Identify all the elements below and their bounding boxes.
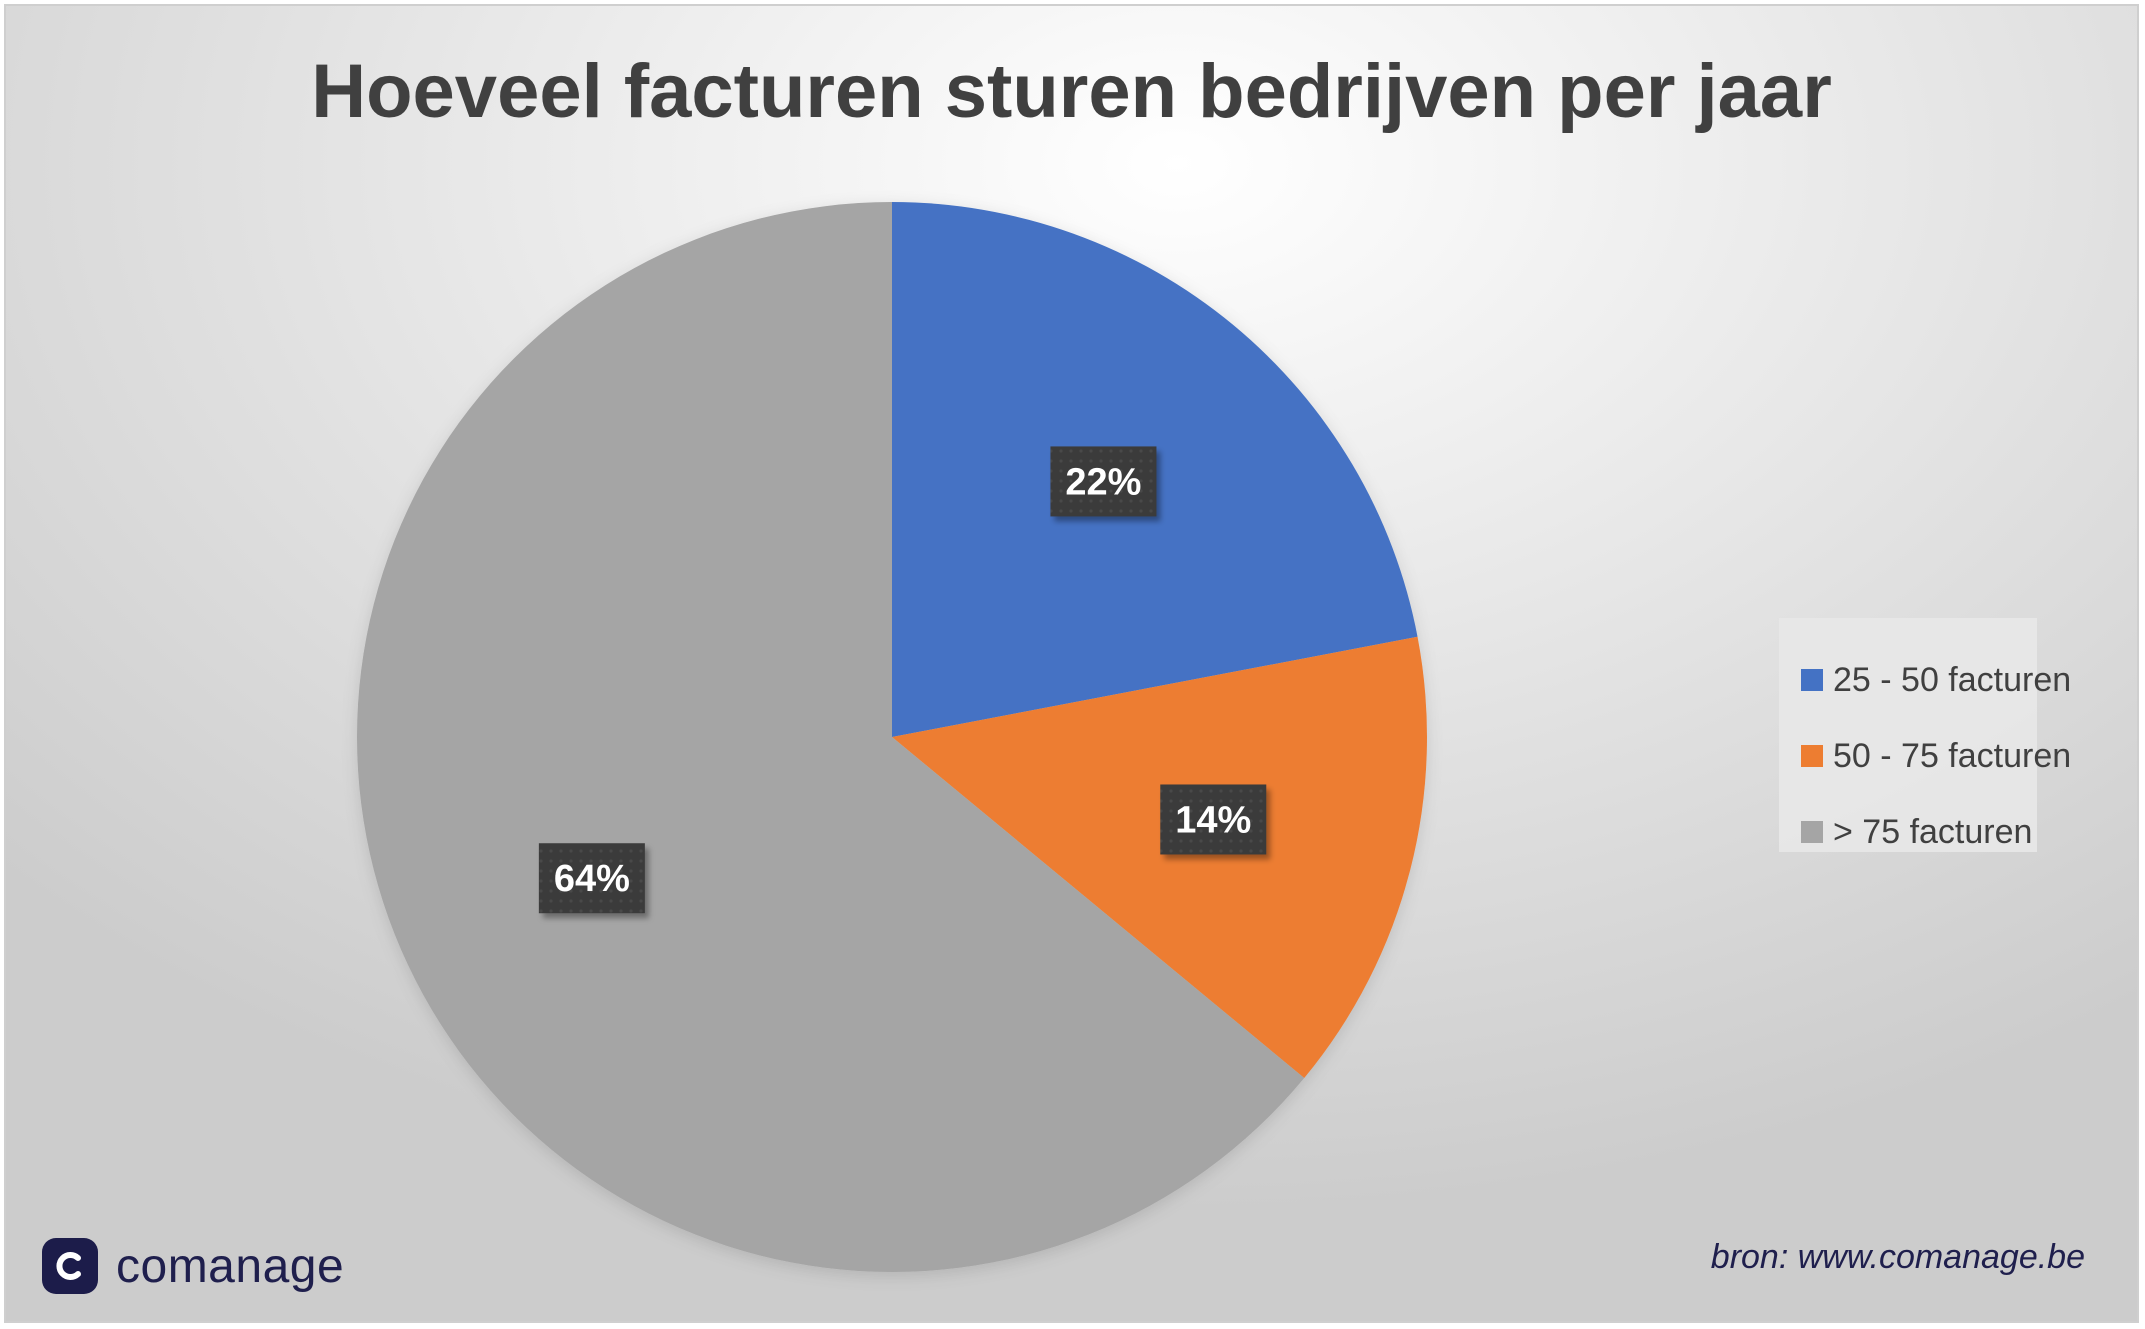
legend-label: 25 - 50 facturen — [1833, 660, 2072, 699]
brand-logo: comanage — [42, 1236, 344, 1296]
pie-slice-2 — [892, 636, 1427, 1079]
brand-name: comanage — [116, 1239, 345, 1293]
legend-item-25-50: 25 - 50 facturen — [1801, 660, 2071, 700]
data-label-text: 14% — [1175, 799, 1251, 841]
chart-title: Hoeveel facturen sturen bedrijven per ja… — [311, 49, 1832, 134]
legend-label: 50 - 75 facturen — [1833, 736, 2072, 775]
data-label-2: 14% — [1160, 784, 1267, 855]
data-label-3: 64% — [538, 843, 645, 914]
source-credit: bron: www.comanage.be — [1710, 1238, 2085, 1276]
legend-label: > 75 facturen — [1833, 812, 2033, 851]
data-label-box — [1050, 446, 1157, 517]
data-label-text: 22% — [1065, 461, 1141, 503]
legend-swatch-orange — [1801, 745, 1823, 767]
legend-item-75-plus: > 75 facturen — [1801, 812, 2032, 852]
legend-swatch-blue — [1801, 669, 1823, 691]
data-label-text: 64% — [554, 858, 630, 900]
legend-swatch-gray — [1801, 821, 1823, 843]
comanage-logo-icon — [42, 1238, 98, 1294]
chart-frame: Hoeveel facturen sturen bedrijven per ja… — [4, 4, 2139, 1323]
pie-chart: 22% 14% 64% — [356, 202, 1427, 1273]
chart-legend: 25 - 50 facturen 50 - 75 facturen > 75 f… — [1779, 618, 2071, 852]
data-label-1: 22% — [1050, 446, 1157, 517]
legend-item-50-75: 50 - 75 facturen — [1801, 736, 2071, 776]
pie-slice-3 — [356, 202, 1305, 1273]
data-label-box — [538, 843, 645, 914]
data-label-box — [1160, 784, 1267, 855]
